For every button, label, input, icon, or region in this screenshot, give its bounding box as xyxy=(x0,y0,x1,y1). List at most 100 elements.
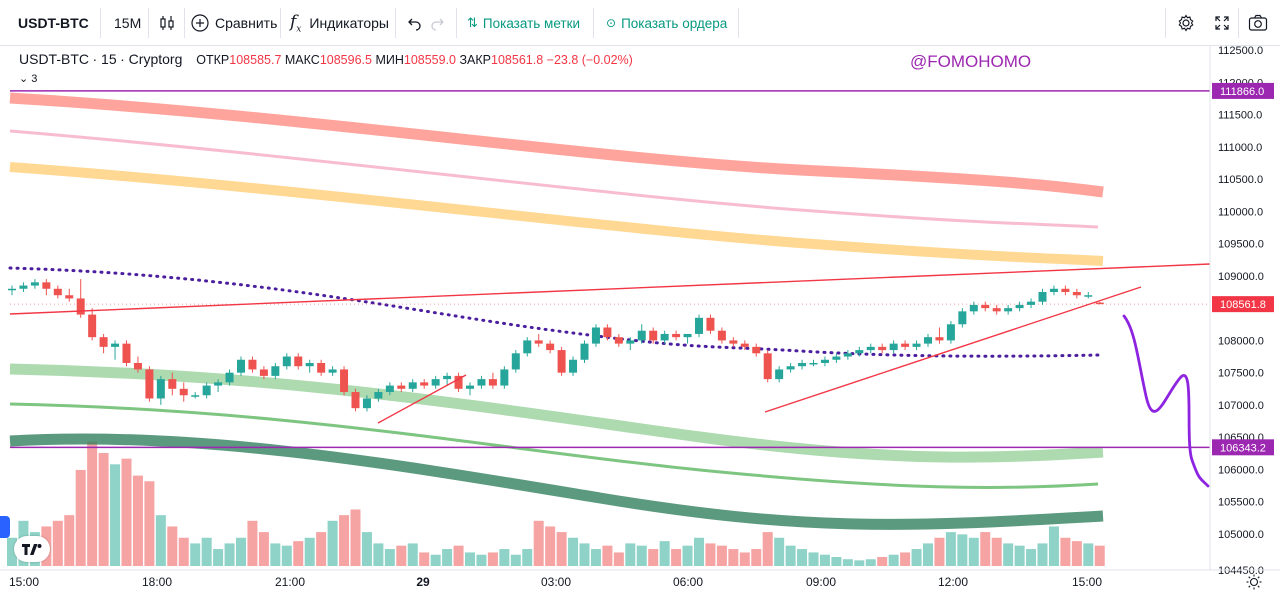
candle-body xyxy=(855,350,864,354)
price-axis-label: 111500.0 xyxy=(1218,110,1262,122)
drawings[interactable] xyxy=(9,263,1211,488)
volume-bar xyxy=(694,537,704,566)
volume-bar xyxy=(178,537,189,566)
volume-bar xyxy=(590,549,601,566)
volume-bar xyxy=(1026,549,1037,566)
timezone-settings-icon[interactable] xyxy=(1246,574,1262,590)
candle-body xyxy=(145,369,154,399)
show-orders-button[interactable]: ⊙ Показать ордера xyxy=(606,0,727,46)
volume-bar xyxy=(1003,543,1014,566)
time-axis[interactable]: 15:00 18:00 21:00 29 03:00 06:00 09:00 12:00 15:… xyxy=(0,569,1280,590)
toolbar-divider xyxy=(184,8,185,38)
show-marks-label: Показать метки xyxy=(482,15,581,31)
candles-chart-type-icon[interactable] xyxy=(156,0,178,46)
symbol-search-button[interactable]: USDT-BTC xyxy=(18,15,89,31)
ohlc-legend: USDT-BTC · 15 · Cryptorg ОТКР108585.7 МА… xyxy=(19,51,633,67)
volume-bar xyxy=(419,552,430,566)
candle-body xyxy=(53,288,62,296)
time-axis-label: 15:00 xyxy=(9,575,39,589)
time-axis-label: 03:00 xyxy=(541,575,571,589)
trendline-short[interactable] xyxy=(377,374,467,424)
trendline-long[interactable] xyxy=(9,263,1211,315)
forecast-hand-drawn-path[interactable] xyxy=(1122,314,1210,488)
legend-symbol: USDT-BTC xyxy=(19,51,89,67)
time-axis-label: 21:00 xyxy=(275,575,305,589)
volume-bar xyxy=(110,464,121,566)
volume-bar xyxy=(945,532,956,566)
candle-body xyxy=(65,295,74,299)
candle-body xyxy=(798,362,807,367)
settings-gear-icon[interactable] xyxy=(1176,0,1196,46)
candle-body xyxy=(866,346,875,351)
volume-bar xyxy=(98,453,109,566)
fullscreen-icon[interactable] xyxy=(1212,0,1232,46)
toolbar-divider xyxy=(280,8,281,38)
candle-body xyxy=(935,337,944,341)
volume-bar xyxy=(568,537,579,566)
compare-button[interactable]: Сравнить xyxy=(191,0,277,46)
volume-bar xyxy=(52,520,63,566)
legend-timeframe: 15 xyxy=(101,51,117,67)
candle-body xyxy=(1027,301,1036,305)
volume-bar xyxy=(980,532,991,566)
volume-bar xyxy=(613,552,624,566)
interval-button[interactable]: 15M xyxy=(114,15,142,31)
volume-bar xyxy=(934,537,945,566)
price-chart[interactable]: 112500.0112000.0111500.0111000.0110500.0… xyxy=(0,45,1280,596)
left-drawing-panel-toggle[interactable] xyxy=(0,516,10,538)
volume-bar xyxy=(1060,537,1071,566)
candle-body xyxy=(408,382,417,389)
indicators-button[interactable]: fx Индикаторы xyxy=(290,0,389,46)
candle-body xyxy=(603,327,612,338)
volume-bar xyxy=(900,552,911,566)
candle-body xyxy=(454,375,463,389)
legend-dot: · xyxy=(120,51,129,67)
volume-bar xyxy=(865,559,876,566)
show-marks-button[interactable]: ⇅ Показать метки xyxy=(467,0,580,46)
tradingview-logo[interactable] xyxy=(14,536,50,562)
volume-bar xyxy=(957,534,968,566)
candle-body xyxy=(843,353,852,357)
price-axis-label: 111000.0 xyxy=(1218,142,1262,154)
indicators-toggle[interactable]: ⌄ 3 xyxy=(19,72,37,85)
candle-body xyxy=(1061,288,1070,292)
candle-body xyxy=(1004,308,1013,312)
price-axis[interactable]: 112500.0112000.0111500.0111000.0110500.0… xyxy=(1209,45,1280,577)
volume-bar xyxy=(453,545,464,566)
candle-body xyxy=(752,346,761,354)
candle-body xyxy=(466,385,474,389)
volume-bar xyxy=(991,537,1002,566)
time-axis-label: 15:00 xyxy=(1072,575,1102,589)
volume-bar xyxy=(476,554,487,566)
candle-body xyxy=(786,366,795,370)
volume-bar xyxy=(522,549,533,566)
volume-bar xyxy=(316,532,327,566)
candle-body xyxy=(740,343,749,347)
price-axis-label: 106000.0 xyxy=(1218,464,1264,476)
last-price-badge-bg xyxy=(1212,296,1274,313)
volume-bar xyxy=(1014,545,1025,566)
candle-body xyxy=(168,379,177,389)
undo-icon[interactable] xyxy=(404,0,424,46)
price-axis-label: 105500.0 xyxy=(1218,497,1264,509)
volume-bar xyxy=(190,543,201,566)
candle-body xyxy=(271,366,280,376)
camera-icon[interactable] xyxy=(1247,0,1269,46)
candle-body xyxy=(511,353,520,370)
candle-body xyxy=(820,359,829,363)
volume-bar xyxy=(682,545,693,566)
candle-body xyxy=(924,337,932,344)
chart-area[interactable]: 112500.0112000.0111500.0111000.0110500.0… xyxy=(0,45,1280,596)
high-value: 108596.5 xyxy=(319,53,372,67)
candle-body xyxy=(1015,304,1024,309)
trendline-support[interactable] xyxy=(764,286,1142,413)
candle-body xyxy=(305,362,314,367)
candle-body xyxy=(42,282,51,289)
volume-bar xyxy=(1094,545,1105,566)
toolbar-divider xyxy=(1165,8,1166,38)
redo-icon[interactable] xyxy=(428,0,448,46)
candle-body xyxy=(637,330,646,341)
volume-bar xyxy=(728,549,739,566)
candle-body xyxy=(179,388,188,396)
candle-body xyxy=(546,343,555,351)
